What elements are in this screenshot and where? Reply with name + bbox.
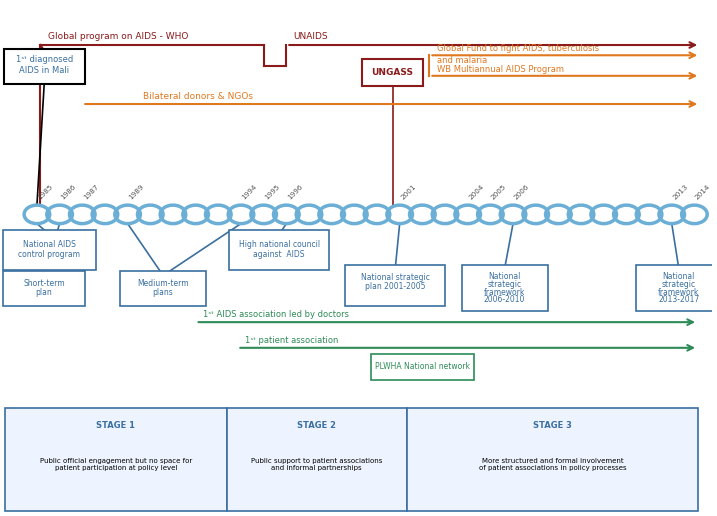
Text: STAGE 3: STAGE 3 — [533, 421, 572, 430]
Text: and malaria: and malaria — [437, 56, 487, 64]
FancyBboxPatch shape — [636, 265, 717, 311]
Text: against  AIDS: against AIDS — [254, 250, 305, 259]
Text: More structured and formal involvement
of patient associations in policy process: More structured and formal involvement o… — [478, 458, 626, 471]
FancyBboxPatch shape — [3, 271, 85, 306]
Text: 1985: 1985 — [37, 184, 54, 201]
FancyBboxPatch shape — [407, 408, 698, 511]
Text: WB Multiannual AIDS Program: WB Multiannual AIDS Program — [437, 64, 564, 74]
Text: Short-term: Short-term — [23, 279, 65, 288]
FancyBboxPatch shape — [371, 354, 474, 380]
Text: Public official engagement but no space for
patient participation at policy leve: Public official engagement but no space … — [39, 458, 192, 471]
Text: 1987: 1987 — [82, 184, 100, 201]
Text: 1995: 1995 — [264, 184, 281, 201]
Text: UNGASS: UNGASS — [371, 68, 414, 77]
Text: National AIDS: National AIDS — [23, 239, 76, 249]
FancyBboxPatch shape — [227, 408, 407, 511]
Text: AIDS in Mali: AIDS in Mali — [19, 66, 70, 75]
FancyBboxPatch shape — [345, 265, 445, 306]
Text: strategic: strategic — [662, 280, 696, 289]
Text: 2013-2017: 2013-2017 — [658, 295, 700, 304]
Text: 1994: 1994 — [241, 184, 258, 201]
Text: STAGE 1: STAGE 1 — [96, 421, 136, 430]
Text: 2006: 2006 — [513, 184, 531, 201]
Text: Global Fund to fight AIDS, tuberculosis: Global Fund to fight AIDS, tuberculosis — [437, 44, 599, 53]
FancyBboxPatch shape — [3, 230, 96, 270]
Text: Public support to patient associations
and informal partnerships: Public support to patient associations a… — [251, 458, 382, 471]
Text: Bilateral donors & NGOs: Bilateral donors & NGOs — [143, 92, 252, 101]
Text: High national council: High national council — [239, 239, 320, 249]
Text: 2005: 2005 — [490, 184, 508, 201]
Text: framework: framework — [484, 287, 526, 297]
Text: 1ˢᵗ patient association: 1ˢᵗ patient association — [244, 336, 338, 345]
Text: 2001: 2001 — [399, 184, 417, 201]
Text: National: National — [488, 272, 521, 281]
Text: 1996: 1996 — [286, 184, 303, 201]
FancyBboxPatch shape — [5, 408, 227, 511]
Text: 2014: 2014 — [694, 184, 712, 201]
Text: National strategic: National strategic — [361, 273, 429, 282]
Text: framework: framework — [658, 287, 700, 297]
Text: 1986: 1986 — [60, 184, 77, 201]
Text: plan 2001-2005: plan 2001-2005 — [365, 282, 425, 291]
Text: National: National — [663, 272, 695, 281]
Text: control program: control program — [19, 250, 80, 259]
Text: UNAIDS: UNAIDS — [293, 32, 328, 41]
FancyBboxPatch shape — [229, 230, 329, 270]
Text: plan: plan — [36, 288, 52, 297]
Text: 1ˢᵗ diagnosed: 1ˢᵗ diagnosed — [16, 55, 73, 64]
Text: plans: plans — [153, 288, 174, 297]
Text: Global program on AIDS - WHO: Global program on AIDS - WHO — [47, 32, 188, 41]
Text: 2013: 2013 — [672, 184, 689, 201]
Text: Medium-term: Medium-term — [137, 279, 189, 288]
Text: PLWHA National network: PLWHA National network — [375, 362, 470, 372]
Text: 2004: 2004 — [467, 184, 485, 201]
Text: strategic: strategic — [488, 280, 522, 289]
FancyBboxPatch shape — [120, 271, 206, 306]
FancyBboxPatch shape — [4, 49, 85, 84]
Text: STAGE 2: STAGE 2 — [298, 421, 336, 430]
Text: 2006-2010: 2006-2010 — [484, 295, 526, 304]
FancyBboxPatch shape — [462, 265, 548, 311]
Text: 1ˢᵗ AIDS association led by doctors: 1ˢᵗ AIDS association led by doctors — [203, 310, 348, 319]
Text: 1989: 1989 — [128, 184, 145, 201]
FancyBboxPatch shape — [362, 59, 423, 86]
